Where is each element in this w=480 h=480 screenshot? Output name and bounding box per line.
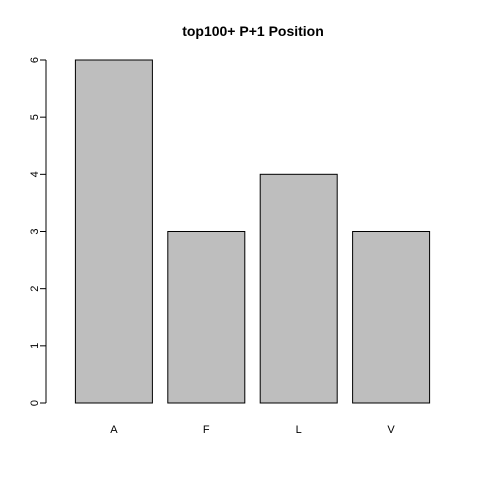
x-tick-label-A: A — [110, 424, 118, 436]
x-tick-label-V: V — [387, 424, 395, 436]
y-tick-label-5: 5 — [29, 114, 41, 120]
y-tick-label-0: 0 — [29, 400, 41, 406]
bar-A — [74, 59, 153, 404]
y-tick-label-1: 1 — [29, 343, 41, 349]
y-axis: 0 1 2 3 4 5 6 — [29, 57, 47, 406]
chart-title: top100+ P+1 Position — [182, 23, 324, 39]
x-tick-label-F: F — [203, 424, 210, 436]
bar-V — [352, 231, 431, 404]
x-tick-label-L: L — [296, 424, 302, 436]
y-tick-label-2: 2 — [29, 286, 41, 292]
y-tick-label-3: 3 — [29, 228, 41, 234]
bar-L — [259, 173, 338, 404]
y-tick-label-4: 4 — [29, 171, 41, 177]
bar-F — [167, 231, 246, 404]
bars — [74, 59, 431, 404]
y-tick-label-6: 6 — [29, 57, 41, 63]
